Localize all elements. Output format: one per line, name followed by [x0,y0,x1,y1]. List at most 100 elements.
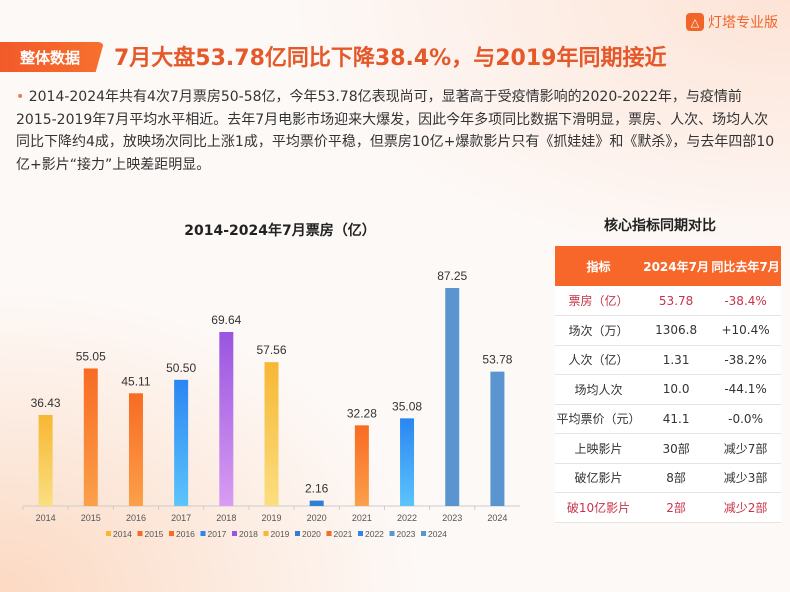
data-label: 87.25 [437,269,467,283]
legend-swatch [169,531,174,536]
legend-item[interactable]: 2016 [176,529,195,539]
bullet-icon: • [16,89,29,105]
box-office-chart: 36.43 2014 2014 55.05 2015 2015 45.11 2016 2016 5… [22,269,520,539]
cell-yoy: 减少7部 [710,433,781,464]
cell-yoy: -38.4% [710,286,781,316]
cell-value: 30部 [642,433,711,464]
x-tick-label: 2018 [216,513,236,523]
legend-swatch [326,531,332,536]
summary-text: 2014-2024年共有4次7月票房50-58亿，今年53.78亿表现尚可，显著… [16,89,775,173]
legend-item[interactable]: 2020 [302,529,321,539]
header-yoy: 同比去年7月 [710,246,781,286]
data-label: 32.28 [347,406,377,420]
chart-title: 2014-2024年7月票房（亿） [184,223,376,239]
legend-swatch [106,531,111,536]
legend-item[interactable]: 2014 [113,529,132,539]
x-tick-label: 2023 [442,513,462,523]
table-title: 核心指标同期对比 [604,218,716,234]
bar-2017 [174,379,189,506]
cell-value: 2部 [642,492,711,523]
cell-value: 10.0 [642,374,711,405]
x-tick-label: 2017 [171,513,191,523]
data-label: 36.43 [31,396,61,410]
header-2024-july: 2024年7月 [642,246,711,286]
data-label: 2.16 [305,482,329,496]
cell-metric: 场均人次 [555,374,643,405]
cell-value: 1306.8 [642,315,711,346]
cell-value: 1.31 [642,345,711,375]
cell-value: 41.1 [642,404,711,434]
data-label: 69.64 [211,313,241,327]
bar-2020 [309,500,324,506]
cell-yoy: -38.2% [710,345,781,375]
bar-2018 [219,331,234,506]
cell-metric: 人次（亿） [555,345,643,375]
legend-swatch [137,531,143,536]
cell-yoy: 减少2部 [710,492,781,523]
x-tick-label: 2014 [36,513,56,523]
cell-yoy: +10.4% [710,315,781,346]
x-tick-label: 2022 [397,513,417,523]
legend-item[interactable]: 2024 [428,529,447,539]
logo-text: 灯塔专业版 [708,15,778,31]
lighthouse-icon: △ [686,13,704,31]
legend-swatch [263,531,269,536]
x-tick-label: 2020 [307,513,327,523]
cell-metric: 票房（亿） [555,286,643,316]
table-row: 破10亿影片 2部 减少2部 [555,492,781,523]
data-label: 35.08 [392,399,422,413]
data-label: 57.56 [256,343,286,357]
legend-item[interactable]: 2019 [271,529,290,539]
x-tick-label: 2024 [487,513,507,523]
x-tick-label: 2021 [352,513,372,523]
bar-2023 [445,288,460,506]
cell-metric: 破亿影片 [555,463,643,493]
metrics-table: 指标 2024年7月 同比去年7月 票房（亿） 53.78 -38.4% 场次（万） 1… [555,246,781,523]
legend-item[interactable]: 2017 [208,529,227,539]
legend-item[interactable]: 2023 [397,529,416,539]
legend-item[interactable]: 2015 [145,529,164,539]
cell-yoy: -44.1% [710,374,781,405]
cell-yoy: -0.0% [710,404,781,434]
legend-item[interactable]: 2018 [239,529,258,539]
legend-swatch [232,531,237,536]
bar-2021 [354,425,369,506]
data-label: 53.78 [482,353,512,367]
data-label: 50.50 [166,361,196,375]
header-metric: 指标 [555,246,643,286]
cell-value: 8部 [642,463,711,493]
data-label: 55.05 [76,349,106,363]
table-header-row: 指标 2024年7月 同比去年7月 [555,246,781,286]
data-label: 45.11 [121,374,150,388]
cell-value: 53.78 [642,286,711,316]
x-tick-label: 2016 [126,513,146,523]
cell-metric: 破10亿影片 [555,492,643,523]
table-row: 破亿影片 8部 减少3部 [555,463,781,493]
legend-swatch [295,531,300,536]
cell-metric: 平均票价（元） [555,404,643,434]
x-tick-label: 2015 [81,513,101,523]
brand-logo: △ 灯塔专业版 [686,12,778,32]
summary-paragraph: • 2014-2024年共有4次7月票房50-58亿，今年53.78亿表现尚可，… [16,86,776,176]
legend-swatch [421,531,426,536]
bar-2019 [264,362,279,506]
bar-2024 [490,371,505,506]
bar-2014 [38,414,53,506]
table-row: 场次（万） 1306.8 +10.4% [555,315,781,346]
legend-item[interactable]: 2021 [334,529,353,539]
section-tag: 整体数据 [0,42,104,72]
bar-2022 [400,418,415,506]
bar-2015 [83,368,98,506]
cell-metric: 上映影片 [555,433,643,464]
table-row: 票房（亿） 53.78 -38.4% [555,286,781,316]
bar-2016 [128,393,143,506]
table-row: 场均人次 10.0 -44.1% [555,374,781,405]
table-row: 上映影片 30部 减少7部 [555,433,781,464]
table-row: 人次（亿） 1.31 -38.2% [555,345,781,375]
table-row: 平均票价（元） 41.1 -0.0% [555,404,781,434]
cell-metric: 场次（万） [555,315,643,346]
legend-item[interactable]: 2022 [365,529,384,539]
legend-swatch [200,531,206,536]
x-tick-label: 2019 [261,513,281,523]
legend-swatch [389,531,395,536]
